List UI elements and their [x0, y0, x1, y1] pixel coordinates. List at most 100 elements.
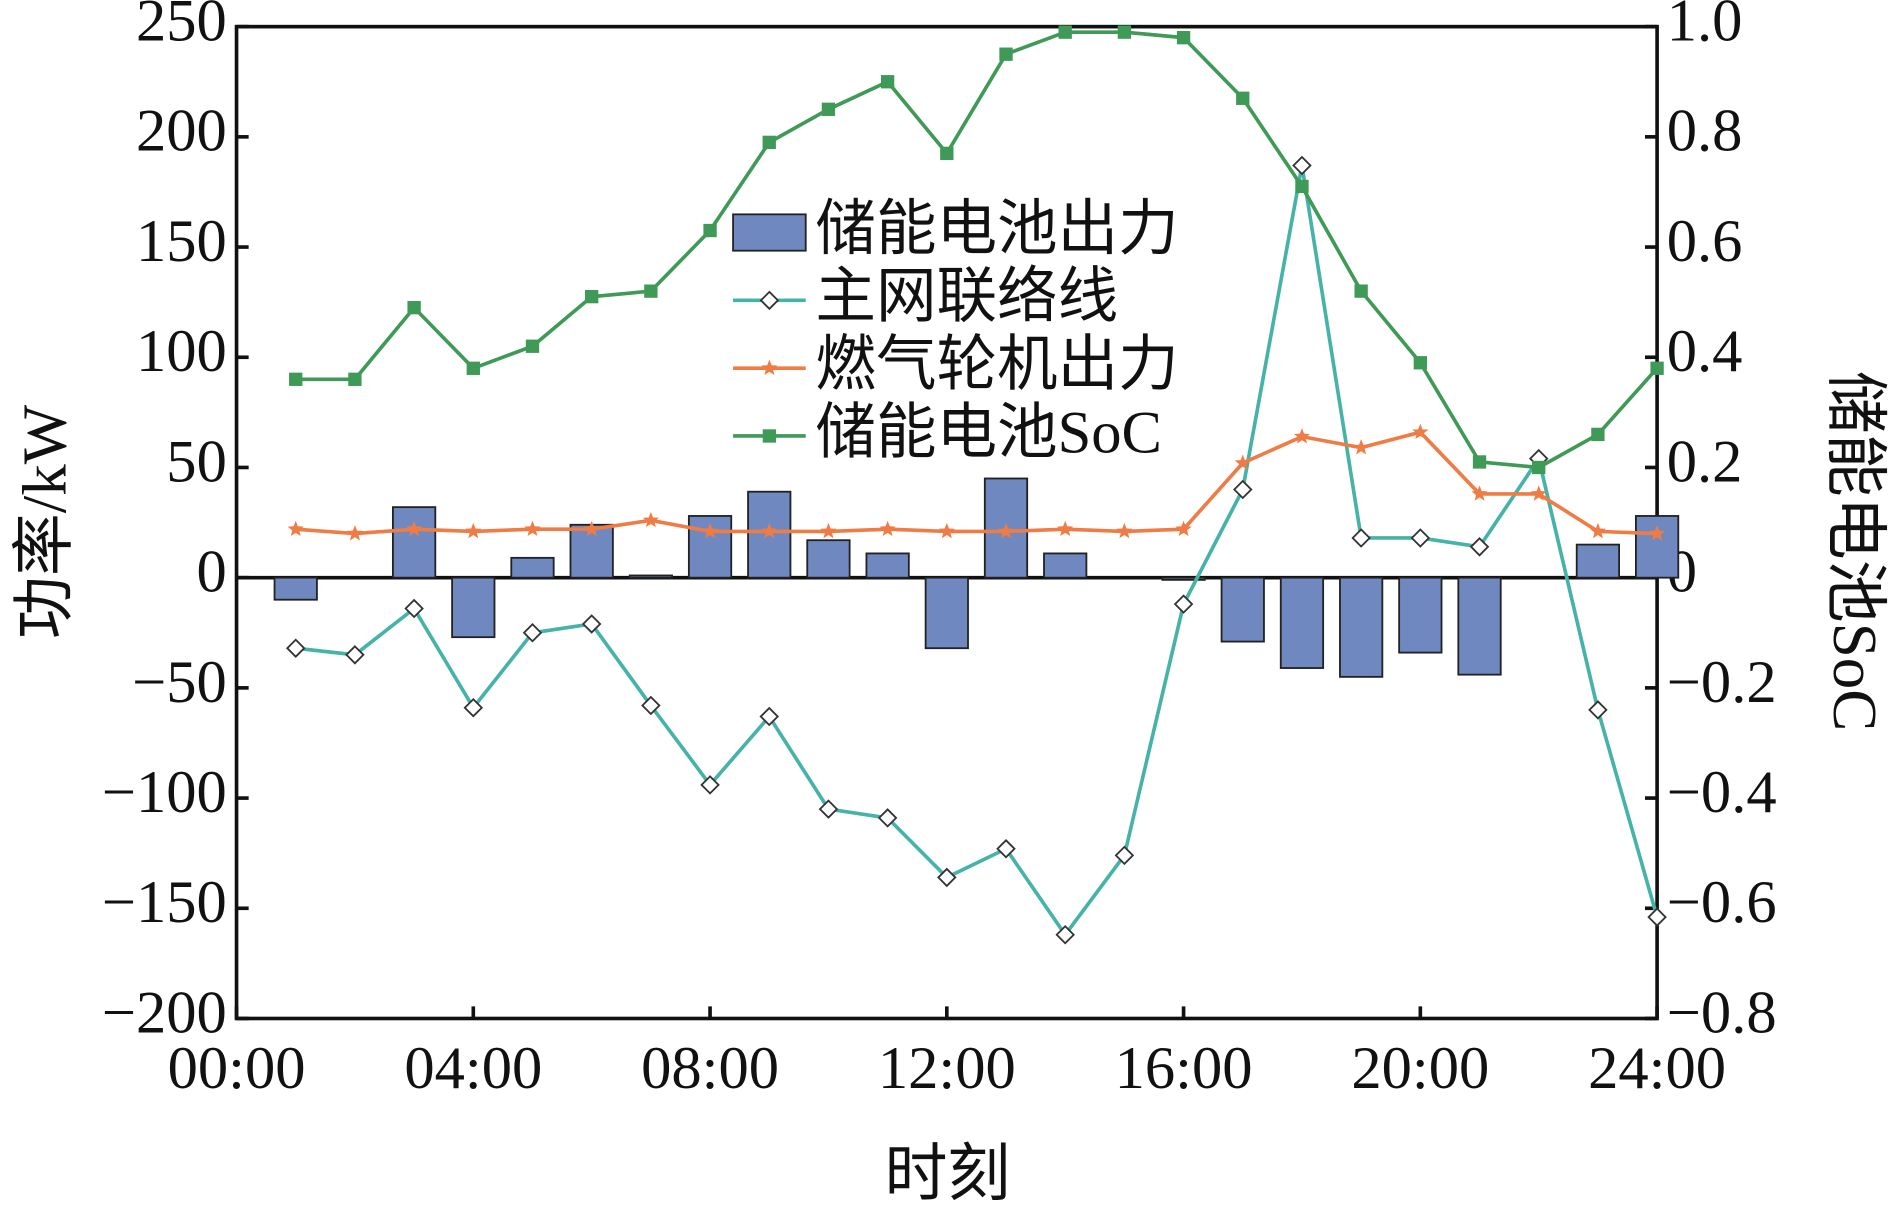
- x-tick-label: 16:00: [1115, 1035, 1253, 1102]
- legend-swatch: [732, 213, 807, 252]
- diamond-marker: [1173, 594, 1194, 614]
- star-marker: [997, 522, 1015, 539]
- square-marker: [1472, 455, 1487, 469]
- diamond-marker: [641, 695, 661, 716]
- square-marker: [525, 339, 540, 353]
- star-marker: [820, 522, 837, 539]
- bar: [1161, 576, 1206, 581]
- square-marker: [762, 135, 776, 150]
- star-marker: [761, 522, 778, 539]
- square-marker: [880, 75, 895, 89]
- star-marker: [1648, 525, 1666, 541]
- square-marker: [1591, 427, 1605, 442]
- diamond-marker: [1292, 155, 1312, 176]
- bar: [628, 574, 673, 579]
- square-marker: [1117, 25, 1132, 39]
- diamond-marker: [996, 839, 1016, 859]
- diamond-marker: [1588, 700, 1608, 720]
- diamond-marker: [877, 808, 898, 828]
- star-marker: [406, 520, 423, 537]
- x-tick-label: 00:00: [168, 1035, 306, 1102]
- bar: [865, 552, 910, 579]
- star-marker: [879, 520, 896, 537]
- bar: [1575, 543, 1621, 579]
- diamond-marker: [1233, 479, 1253, 500]
- y2-tick-label: −0.2: [1667, 649, 1777, 716]
- x-tick-label: 04:00: [404, 1035, 542, 1102]
- x-tick-label: 12:00: [878, 1035, 1016, 1102]
- x-axis-title: 时刻: [884, 1139, 1010, 1209]
- star-marker: [1116, 522, 1133, 539]
- square-marker: [1413, 356, 1427, 370]
- y-tick-label: −150: [102, 869, 227, 936]
- y-tick-label: 200: [136, 98, 227, 165]
- star-marker: [287, 520, 304, 537]
- diamond-marker: [522, 623, 543, 643]
- diamond-marker: [937, 867, 957, 888]
- y-tick-label: 250: [136, 0, 227, 55]
- diamond-marker: [700, 775, 720, 795]
- bar: [1220, 576, 1265, 643]
- y2-tick-label: −0.4: [1667, 759, 1777, 826]
- diamond-marker: [1469, 537, 1490, 557]
- star-marker: [1293, 428, 1311, 444]
- square-marker: [1532, 460, 1546, 475]
- square-marker: [1354, 284, 1368, 298]
- square-marker: [1295, 179, 1309, 194]
- y-tick-label: −100: [102, 759, 227, 826]
- star-marker: [524, 520, 541, 537]
- bar: [1398, 576, 1443, 654]
- square-marker: [289, 372, 303, 386]
- x-tick-label: 20:00: [1351, 1035, 1489, 1102]
- square-marker: [1058, 25, 1072, 39]
- square-marker: [585, 289, 599, 304]
- square-marker: [1236, 91, 1250, 105]
- series-line: [295, 165, 1659, 938]
- y2-tick-label: 0.6: [1667, 208, 1743, 275]
- bar: [510, 556, 555, 579]
- y2-tick-label: −0.6: [1667, 869, 1777, 936]
- square-marker: [466, 361, 480, 375]
- y2-tick-label: 0.4: [1667, 318, 1743, 385]
- bar: [1279, 576, 1325, 669]
- legend-label: 燃气轮机出力: [815, 331, 1178, 398]
- y-axis-title: 功率/kW: [10, 404, 80, 639]
- star-marker: [346, 525, 363, 541]
- bar: [1457, 576, 1502, 676]
- y2-tick-label: −0.8: [1667, 979, 1777, 1046]
- star-marker: [1234, 454, 1251, 470]
- star-marker: [1175, 520, 1192, 537]
- square-marker: [762, 429, 777, 443]
- y2-tick-label: 0.2: [1667, 428, 1743, 495]
- diamond-marker: [1351, 528, 1371, 548]
- y-tick-label: 150: [136, 208, 227, 275]
- square-marker: [703, 223, 717, 238]
- diamond-marker: [285, 638, 306, 658]
- y-tick-label: 50: [166, 428, 227, 495]
- bar: [451, 576, 496, 639]
- diamond-marker: [1647, 907, 1667, 927]
- legend-label: 储能电池SoC: [815, 399, 1162, 466]
- y2-axis-title: 储能电池SoC: [1820, 371, 1890, 731]
- star-marker: [1057, 520, 1074, 537]
- diamond-marker: [1410, 528, 1431, 548]
- legend-label: 储能电池出力: [815, 196, 1178, 263]
- square-marker: [821, 102, 836, 116]
- y2-tick-label: 0.8: [1667, 98, 1743, 165]
- diamond-marker: [818, 799, 839, 819]
- square-marker: [999, 47, 1013, 61]
- bar: [1043, 552, 1088, 579]
- star-marker: [938, 522, 955, 539]
- star-marker: [1412, 423, 1429, 440]
- y-tick-label: −50: [132, 649, 227, 716]
- legend-label: 主网联络线: [815, 264, 1118, 331]
- square-marker: [644, 284, 658, 298]
- diamond-marker: [759, 706, 780, 727]
- star-marker: [1353, 439, 1370, 455]
- x-tick-label: 08:00: [641, 1035, 779, 1102]
- diamond-marker: [404, 598, 424, 619]
- bar: [273, 576, 318, 601]
- star-marker: [465, 522, 482, 539]
